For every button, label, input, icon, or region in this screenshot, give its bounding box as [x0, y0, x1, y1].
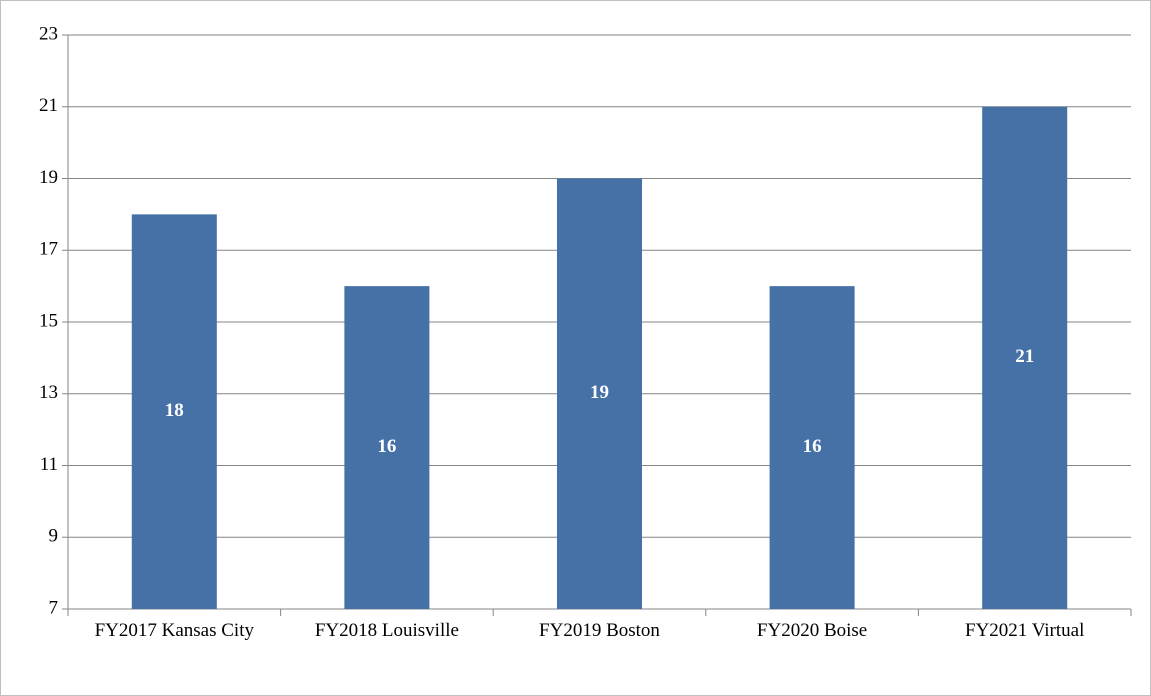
data-label: 18 — [165, 400, 184, 421]
x-tick-label-box: FY2017 Kansas City — [94, 620, 254, 641]
data-label: 19 — [590, 382, 609, 403]
y-tick-label: 9 — [49, 526, 59, 547]
x-tick-label: FY2017 Kansas City — [94, 620, 254, 641]
bar — [769, 286, 855, 609]
data-label: 16 — [803, 436, 822, 457]
x-tick-label-box: FY2021 Virtual — [965, 620, 1085, 641]
x-tick-label: FY2021 Virtual — [965, 620, 1085, 641]
data-label: 21 — [1015, 346, 1034, 367]
x-tick-label-box: FY2018 Louisville — [314, 620, 459, 641]
y-tick-label: 15 — [39, 310, 58, 331]
y-tick-label: 21 — [39, 95, 58, 116]
x-tick-label-box: FY2020 Boise — [756, 620, 868, 641]
x-tick-label-box: FY2019 Boston — [539, 620, 660, 641]
data-label: 16 — [377, 436, 396, 457]
y-tick-label: 13 — [39, 382, 58, 403]
x-tick-label: FY2019 Boston — [539, 620, 660, 641]
y-tick-label: 23 — [39, 23, 58, 44]
bar — [344, 286, 430, 609]
bar — [556, 178, 643, 609]
bar — [131, 214, 217, 609]
bar — [982, 106, 1068, 609]
x-tick-label: FY2020 Boise — [756, 620, 868, 641]
y-tick-label: 19 — [39, 167, 58, 188]
y-tick-label: 7 — [49, 597, 59, 618]
y-tick-label: 11 — [40, 454, 58, 475]
y-tick-label: 17 — [39, 239, 58, 260]
x-tick-label: FY2018 Louisville — [314, 620, 459, 641]
